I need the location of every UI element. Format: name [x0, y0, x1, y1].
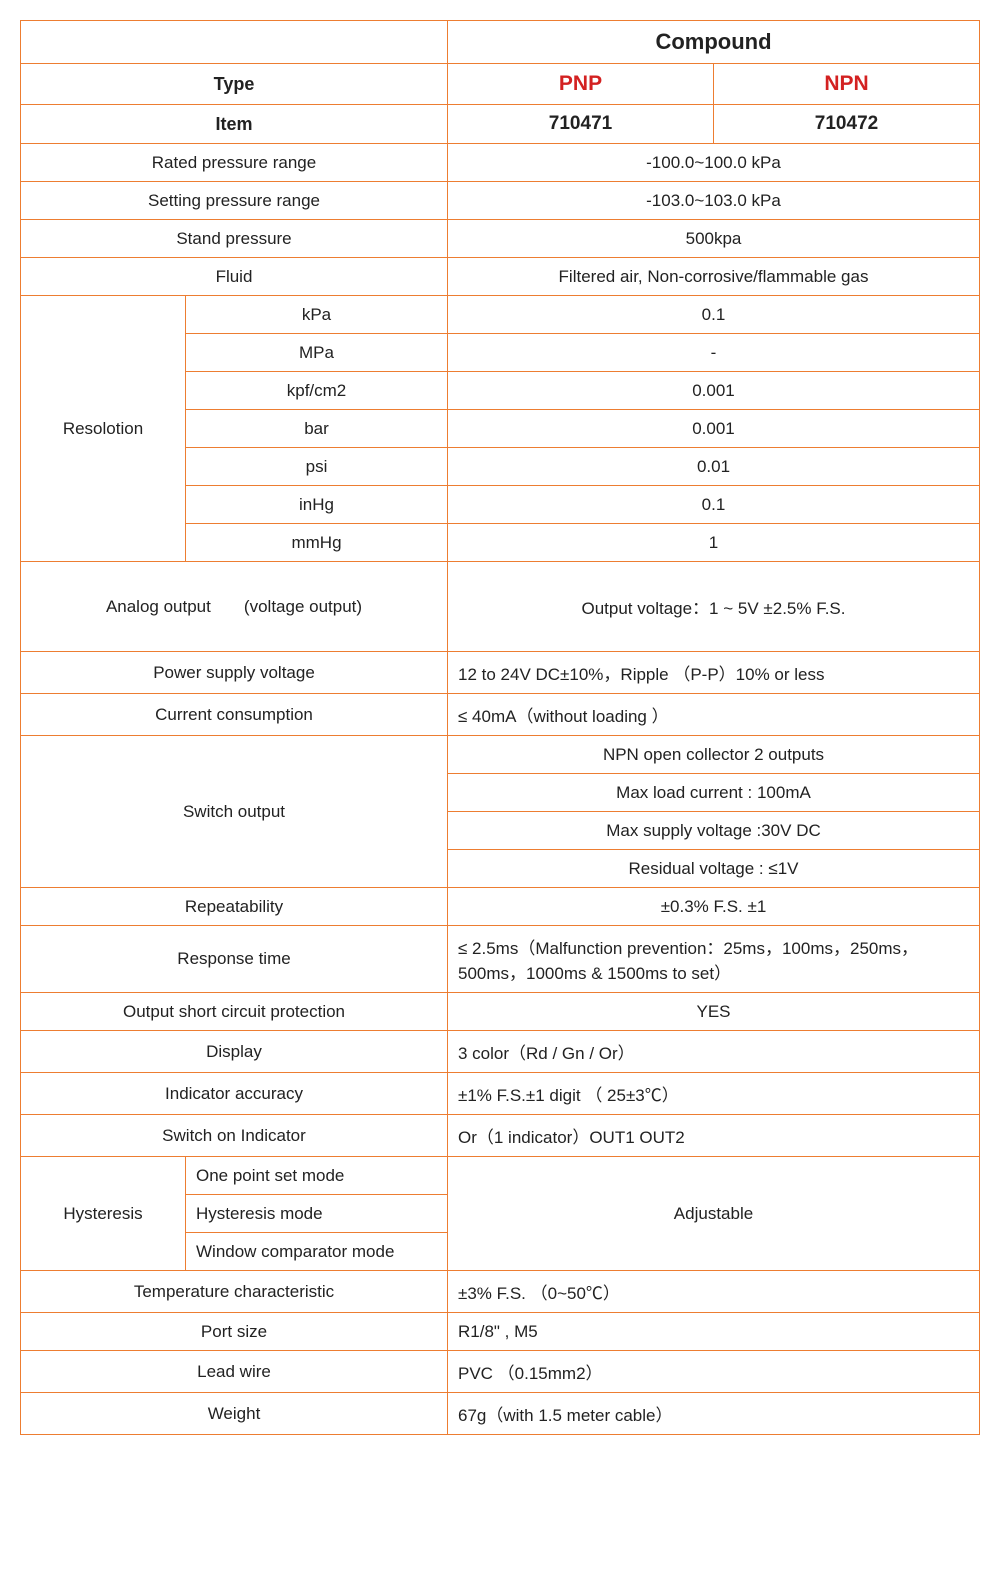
table-row: Item 710471 710472: [21, 105, 980, 144]
switch-output-label: Switch output: [21, 736, 448, 888]
setting-pressure-label: Setting pressure range: [21, 182, 448, 220]
resolution-value: 0.001: [448, 410, 980, 448]
hysteresis-value: Adjustable: [448, 1157, 980, 1271]
resolution-value: 1: [448, 524, 980, 562]
resolution-unit: mmHg: [186, 524, 448, 562]
stand-pressure-label: Stand pressure: [21, 220, 448, 258]
fluid-label: Fluid: [21, 258, 448, 296]
spec-table: Compound Type PNP NPN Item 710471 710472…: [20, 20, 980, 1435]
table-row: Switch on Indicator Or（1 indicator）OUT1 …: [21, 1115, 980, 1157]
hysteresis-label: Hysteresis: [21, 1157, 186, 1271]
display-label: Display: [21, 1031, 448, 1073]
weight-label: Weight: [21, 1393, 448, 1435]
table-row: Temperature characteristic ±3% F.S. （0~5…: [21, 1271, 980, 1313]
repeatability-label: Repeatability: [21, 888, 448, 926]
rated-pressure-label: Rated pressure range: [21, 144, 448, 182]
switch-output-value: Max supply voltage :30V DC: [448, 812, 980, 850]
item-pnp: 710471: [448, 105, 714, 144]
resolution-value: 0.001: [448, 372, 980, 410]
response-time-value: ≤ 2.5ms（Malfunction prevention：25ms，100m…: [448, 926, 980, 993]
table-row: Display 3 color（Rd / Gn / Or）: [21, 1031, 980, 1073]
table-row: Stand pressure 500kpa: [21, 220, 980, 258]
table-row: Resolotion kPa 0.1: [21, 296, 980, 334]
hysteresis-mode: Window comparator mode: [186, 1233, 448, 1271]
response-time-label: Response time: [21, 926, 448, 993]
fluid-value: Filtered air, Non-corrosive/flammable ga…: [448, 258, 980, 296]
header-type-label: Type: [21, 64, 448, 105]
header-pnp: PNP: [448, 64, 714, 105]
table-row: Current consumption ≤ 40mA（without loadi…: [21, 694, 980, 736]
hysteresis-mode: Hysteresis mode: [186, 1195, 448, 1233]
indicator-acc-value: ±1% F.S.±1 digit （ 25±3℃）: [448, 1073, 980, 1115]
power-supply-label: Power supply voltage: [21, 652, 448, 694]
analog-output-label-a: Analog output: [106, 597, 211, 616]
repeatability-value: ±0.3% F.S. ±1: [448, 888, 980, 926]
header-npn: NPN: [714, 64, 980, 105]
temp-char-label: Temperature characteristic: [21, 1271, 448, 1313]
setting-pressure-value: -103.0~103.0 kPa: [448, 182, 980, 220]
resolution-unit: psi: [186, 448, 448, 486]
short-circuit-value: YES: [448, 993, 980, 1031]
temp-char-value: ±3% F.S. （0~50℃）: [448, 1271, 980, 1313]
switch-output-value: Residual voltage : ≤1V: [448, 850, 980, 888]
table-row: Compound: [21, 21, 980, 64]
stand-pressure-value: 500kpa: [448, 220, 980, 258]
header-item-label: Item: [21, 105, 448, 144]
resolution-value: -: [448, 334, 980, 372]
current-cons-label: Current consumption: [21, 694, 448, 736]
resolution-value: 0.1: [448, 486, 980, 524]
table-row: Power supply voltage 12 to 24V DC±10%，Ri…: [21, 652, 980, 694]
table-row: Response time ≤ 2.5ms（Malfunction preven…: [21, 926, 980, 993]
resolution-value: 0.1: [448, 296, 980, 334]
header-compound: Compound: [448, 21, 980, 64]
rated-pressure-value: -100.0~100.0 kPa: [448, 144, 980, 182]
table-row: Lead wire PVC （0.15mm2）: [21, 1351, 980, 1393]
analog-output-label: Analog output (voltage output): [21, 562, 448, 652]
table-row: Analog output (voltage output) Output vo…: [21, 562, 980, 652]
table-row: Port size R1/8" , M5: [21, 1313, 980, 1351]
table-row: Type PNP NPN: [21, 64, 980, 105]
table-row: Repeatability ±0.3% F.S. ±1: [21, 888, 980, 926]
switch-on-ind-value: Or（1 indicator）OUT1 OUT2: [448, 1115, 980, 1157]
display-value: 3 color（Rd / Gn / Or）: [448, 1031, 980, 1073]
switch-output-value: NPN open collector 2 outputs: [448, 736, 980, 774]
table-row: Indicator accuracy ±1% F.S.±1 digit （ 25…: [21, 1073, 980, 1115]
port-size-value: R1/8" , M5: [448, 1313, 980, 1351]
current-cons-value: ≤ 40mA（without loading ）: [448, 694, 980, 736]
resolution-unit: inHg: [186, 486, 448, 524]
table-row: Hysteresis One point set mode Adjustable: [21, 1157, 980, 1195]
hysteresis-mode: One point set mode: [186, 1157, 448, 1195]
lead-wire-value: PVC （0.15mm2）: [448, 1351, 980, 1393]
table-row: Output short circuit protection YES: [21, 993, 980, 1031]
weight-value: 67g（with 1.5 meter cable）: [448, 1393, 980, 1435]
resolution-label: Resolotion: [21, 296, 186, 562]
short-circuit-label: Output short circuit protection: [21, 993, 448, 1031]
port-size-label: Port size: [21, 1313, 448, 1351]
resolution-unit: kpf/cm2: [186, 372, 448, 410]
switch-output-value: Max load current : 100mA: [448, 774, 980, 812]
indicator-acc-label: Indicator accuracy: [21, 1073, 448, 1115]
resolution-unit: kPa: [186, 296, 448, 334]
table-row: Setting pressure range -103.0~103.0 kPa: [21, 182, 980, 220]
switch-on-ind-label: Switch on Indicator: [21, 1115, 448, 1157]
resolution-value: 0.01: [448, 448, 980, 486]
analog-output-label-b: (voltage output): [244, 597, 362, 616]
resolution-unit: bar: [186, 410, 448, 448]
resolution-unit: MPa: [186, 334, 448, 372]
table-row: Switch output NPN open collector 2 outpu…: [21, 736, 980, 774]
power-supply-value: 12 to 24V DC±10%，Ripple （P-P）10% or less: [448, 652, 980, 694]
item-npn: 710472: [714, 105, 980, 144]
blank-cell: [21, 21, 448, 64]
table-row: Fluid Filtered air, Non-corrosive/flamma…: [21, 258, 980, 296]
analog-output-value: Output voltage：1 ~ 5V ±2.5% F.S.: [448, 562, 980, 652]
table-row: Weight 67g（with 1.5 meter cable）: [21, 1393, 980, 1435]
lead-wire-label: Lead wire: [21, 1351, 448, 1393]
table-row: Rated pressure range -100.0~100.0 kPa: [21, 144, 980, 182]
